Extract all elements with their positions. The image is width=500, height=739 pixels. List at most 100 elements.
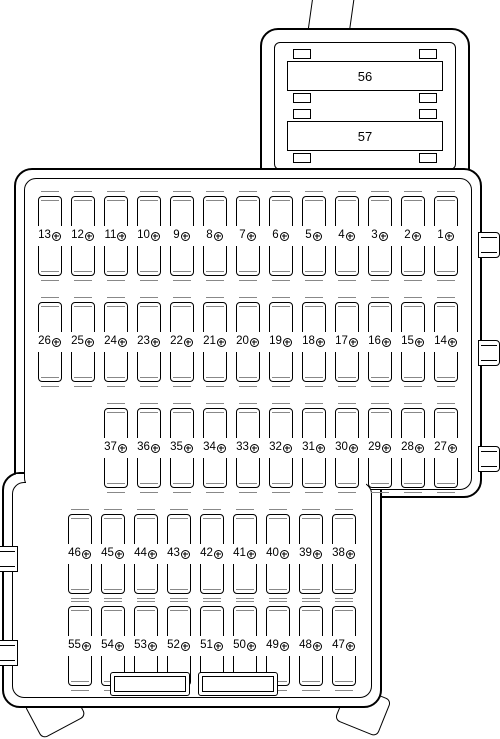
fuse-label-band: 33 bbox=[230, 438, 266, 458]
fuse-label-band: 41 bbox=[227, 544, 263, 564]
fuse-label-band: 30 bbox=[329, 438, 365, 458]
fuse-number-40: 40 bbox=[266, 548, 279, 560]
fuse-number-14: 14 bbox=[434, 336, 447, 348]
screw-icon bbox=[346, 642, 355, 651]
screw-icon bbox=[85, 338, 94, 347]
fuse-label-band: 40 bbox=[260, 544, 296, 564]
fuse-label-band: 5 bbox=[296, 226, 332, 246]
fuse-row-1: 12345678910111213 bbox=[33, 190, 462, 282]
fuse-label-band: 19 bbox=[263, 332, 299, 352]
fuse-slot-37: 37 bbox=[100, 402, 132, 494]
fuse-label-band: 8 bbox=[197, 226, 233, 246]
screw-icon bbox=[415, 338, 424, 347]
fuse-slot-31: 31 bbox=[298, 402, 330, 494]
screw-icon bbox=[117, 232, 126, 241]
fuse-slot-39: 39 bbox=[295, 508, 327, 600]
fuse-slot-24: 24 bbox=[100, 296, 132, 388]
fuse-slot-10: 10 bbox=[133, 190, 165, 282]
screw-icon bbox=[283, 338, 292, 347]
screw-icon bbox=[214, 232, 223, 241]
screw-icon bbox=[148, 550, 157, 559]
fuse-slot-48: 48 bbox=[295, 600, 327, 692]
fuse-slot-42: 42 bbox=[196, 508, 228, 600]
fuse-number-44: 44 bbox=[134, 548, 147, 560]
fuse-label-band: 7 bbox=[230, 226, 266, 246]
fuse-label-band: 39 bbox=[293, 544, 329, 564]
fuse-number-15: 15 bbox=[401, 336, 414, 348]
fuse-slot-18: 18 bbox=[298, 296, 330, 388]
fuse-slot-13: 13 bbox=[34, 190, 66, 282]
fuse-slot-25: 25 bbox=[67, 296, 99, 388]
screw-icon bbox=[316, 338, 325, 347]
fuse-slot-1: 1 bbox=[430, 190, 462, 282]
fuse-label-band: 1 bbox=[428, 226, 464, 246]
screw-icon bbox=[247, 642, 256, 651]
relay-56-clip-tr bbox=[419, 49, 437, 59]
fuse-slot-47: 47 bbox=[328, 600, 360, 692]
screw-icon bbox=[151, 232, 160, 241]
screw-icon bbox=[346, 550, 355, 559]
fuse-slot-36: 36 bbox=[133, 402, 165, 494]
fuse-slot-4: 4 bbox=[331, 190, 363, 282]
screw-icon bbox=[349, 444, 358, 453]
fuse-label-band: 55 bbox=[62, 636, 98, 656]
fuse-number-46: 46 bbox=[68, 548, 81, 560]
side-tab-r1 bbox=[478, 232, 500, 258]
fuse-label-band: 42 bbox=[194, 544, 230, 564]
fuse-number-39: 39 bbox=[299, 548, 312, 560]
fuse-label-band: 24 bbox=[98, 332, 134, 352]
screw-icon bbox=[52, 338, 61, 347]
fuse-label-band: 21 bbox=[197, 332, 233, 352]
fuse-number-31: 31 bbox=[302, 442, 315, 454]
fuse-label-band: 54 bbox=[95, 636, 131, 656]
fuse-label-band: 37 bbox=[98, 438, 134, 458]
fuse-number-35: 35 bbox=[170, 442, 183, 454]
fuse-number-4: 4 bbox=[338, 230, 344, 242]
screw-icon bbox=[415, 444, 424, 453]
fuse-label-band: 27 bbox=[428, 438, 464, 458]
fuse-label-band: 16 bbox=[362, 332, 398, 352]
fuse-number-22: 22 bbox=[170, 336, 183, 348]
fuse-number-1: 1 bbox=[437, 230, 443, 242]
fuse-row-4: 38 39 40414243 44 45 46 bbox=[63, 508, 360, 600]
fuse-label-band: 4 bbox=[329, 226, 365, 246]
fuse-number-12: 12 bbox=[71, 230, 84, 242]
screw-icon bbox=[382, 444, 391, 453]
fuse-slot-15: 15 bbox=[397, 296, 429, 388]
fuse-label-band: 14 bbox=[428, 332, 464, 352]
fuse-number-23: 23 bbox=[137, 336, 150, 348]
fuse-label-band: 3 bbox=[362, 226, 398, 246]
fuse-slot-7: 7 bbox=[232, 190, 264, 282]
fuse-number-17: 17 bbox=[335, 336, 348, 348]
screw-icon bbox=[181, 550, 190, 559]
fuse-slot-3: 3 bbox=[364, 190, 396, 282]
screw-icon bbox=[445, 232, 454, 241]
fuse-slot-16: 16 bbox=[364, 296, 396, 388]
screw-icon bbox=[82, 550, 91, 559]
fuse-number-38: 38 bbox=[332, 548, 345, 560]
fuse-number-16: 16 bbox=[368, 336, 381, 348]
screw-icon bbox=[85, 232, 94, 241]
relay-56-clip-br bbox=[419, 93, 437, 103]
bottom-connector-2 bbox=[198, 672, 278, 696]
fuse-number-55: 55 bbox=[68, 640, 81, 652]
screw-icon bbox=[250, 338, 259, 347]
fuse-number-47: 47 bbox=[332, 640, 345, 652]
fuse-label-band: 11 bbox=[98, 226, 134, 246]
fuse-number-52: 52 bbox=[167, 640, 180, 652]
fuse-number-29: 29 bbox=[368, 442, 381, 454]
fuse-slot-45: 45 bbox=[97, 508, 129, 600]
relay-56-clip-bl bbox=[293, 93, 311, 103]
fuse-slot-38: 38 bbox=[328, 508, 360, 600]
fuse-label-band: 20 bbox=[230, 332, 266, 352]
fuse-slot-35: 35 bbox=[166, 402, 198, 494]
bottom-connector-1 bbox=[110, 672, 190, 696]
fuse-slot-19: 19 bbox=[265, 296, 297, 388]
screw-icon bbox=[316, 444, 325, 453]
fuse-number-54: 54 bbox=[101, 640, 114, 652]
fuse-label-band: 52 bbox=[161, 636, 197, 656]
fuse-number-25: 25 bbox=[71, 336, 84, 348]
fuse-label-band: 23 bbox=[131, 332, 167, 352]
relay-57-label: 57 bbox=[358, 129, 372, 144]
fuse-label-band: 43 bbox=[161, 544, 197, 564]
